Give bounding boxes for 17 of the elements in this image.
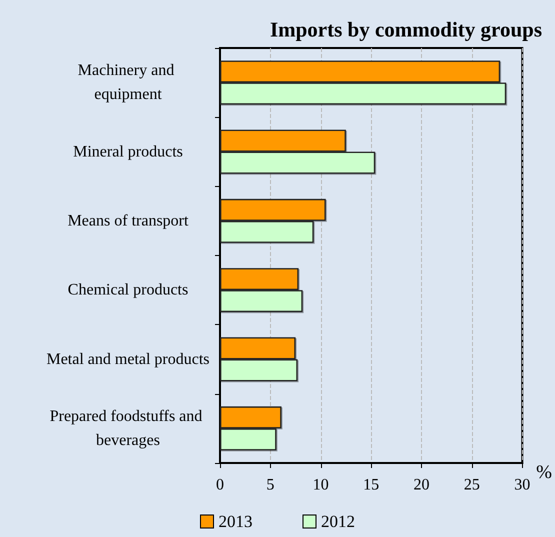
chart-title: Imports by commodity groups	[270, 18, 542, 42]
y-tick-label: Mineral products	[73, 143, 183, 160]
x-tick-label: 25	[464, 476, 480, 494]
x-tick-label: 0	[216, 476, 224, 494]
y-tick-label: Metal and metal products	[46, 350, 210, 368]
y-tick-label: Machinery and equipment	[78, 62, 178, 104]
x-tick-label: 15	[363, 476, 380, 494]
y-tick-label: Prepared foodstuffs and beverages	[50, 408, 206, 449]
x-tick-label: 10	[312, 476, 329, 494]
y-tick-label: Means of transport	[68, 212, 189, 230]
x-tick-label: 20	[414, 476, 430, 494]
x-axis-title: %	[536, 462, 552, 483]
y-tick-label: Chemical products	[68, 282, 188, 299]
legend-label: 2013	[218, 512, 252, 531]
x-tick-label: 5	[266, 476, 274, 494]
x-tick-label: 30	[514, 476, 530, 494]
legend-label: 2012	[321, 512, 355, 531]
